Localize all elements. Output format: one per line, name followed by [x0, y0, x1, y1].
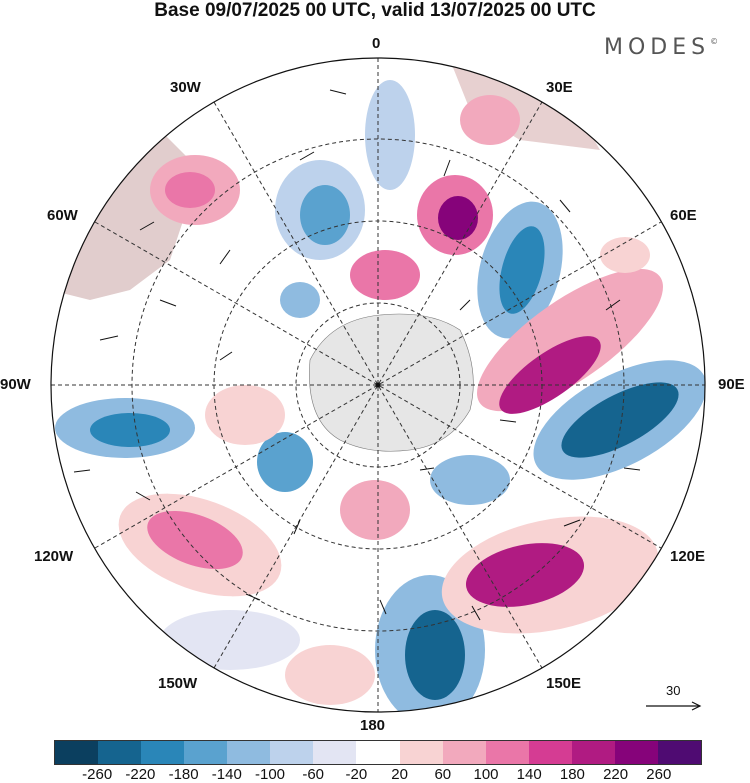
lon-label-120e: 120E: [670, 548, 706, 565]
colorbar-tick-label: 220: [603, 766, 629, 783]
lon-label-60w: 60W: [47, 207, 78, 224]
colorbar: [54, 740, 702, 765]
colorbar-tick-label: 140: [516, 766, 542, 783]
colorbar-tick-label: -220: [125, 766, 156, 783]
colorbar-swatch: [98, 741, 142, 764]
lon-label-150w: 150W: [158, 675, 198, 692]
colorbar-swatch: [442, 741, 486, 764]
lon-label-90w: 90W: [0, 376, 31, 393]
colorbar-tick-label: 180: [559, 766, 585, 783]
colorbar-tick-label: -260: [82, 766, 113, 783]
graticule: [51, 58, 705, 712]
negative-anomalies: [55, 80, 705, 712]
lon-label-30e: 30E: [546, 79, 573, 96]
colorbar-tick-label: 60: [434, 766, 452, 783]
lon-label-90e: 90E: [718, 376, 745, 393]
colorbar-swatch: [528, 741, 572, 764]
colorbar-swatch: [55, 741, 99, 764]
colorbar-swatch: [485, 741, 529, 764]
colorbar-swatch: [184, 741, 228, 764]
colorbar-swatch: [356, 741, 400, 764]
south-pole-marker: [375, 382, 381, 388]
lon-label-30w: 30W: [170, 79, 201, 96]
map-title: Base 09/07/2025 00 UTC, valid 13/07/2025…: [154, 0, 596, 21]
colorbar-tick-label: 20: [391, 766, 408, 783]
copyright-mark: ©: [710, 37, 719, 46]
lon-label-60e: 60E: [670, 207, 697, 224]
reference-vector-label: 30: [666, 683, 681, 698]
modes-logo: MODES©: [604, 35, 718, 60]
colorbar-swatch: [227, 741, 271, 764]
lon-label-0: 0: [372, 35, 381, 52]
colorbar-swatch: [657, 741, 701, 764]
colorbar-tick-label: -20: [345, 766, 368, 783]
colorbar-swatch: [270, 741, 314, 764]
colorbar-swatch: [313, 741, 357, 764]
colorbar-tick-label: -100: [254, 766, 286, 783]
brand-text: MODES: [604, 35, 711, 60]
africa-land: [450, 60, 600, 150]
colorbar-tick-label: -140: [211, 766, 242, 783]
colorbar-swatch: [614, 741, 658, 764]
colorbar-tick-label: -60: [302, 766, 325, 783]
colorbar-tick-label: 260: [646, 766, 672, 783]
lon-label-180: 180: [360, 717, 386, 734]
colorbar-swatch: [141, 741, 185, 764]
map-boundary: [50, 57, 706, 713]
lon-label-150e: 150E: [546, 675, 582, 692]
reference-vector-arrow: [646, 701, 702, 711]
colorbar-tick-label: -180: [168, 766, 199, 783]
antarctica-land: [309, 313, 474, 452]
map-disc: [51, 58, 705, 712]
colorbar-swatch: [571, 741, 615, 764]
lon-label-120w: 120W: [34, 548, 74, 565]
colorbar-tick-label: 100: [473, 766, 499, 783]
colorbar-swatch: [399, 741, 443, 764]
positive-anomalies: [118, 95, 663, 705]
